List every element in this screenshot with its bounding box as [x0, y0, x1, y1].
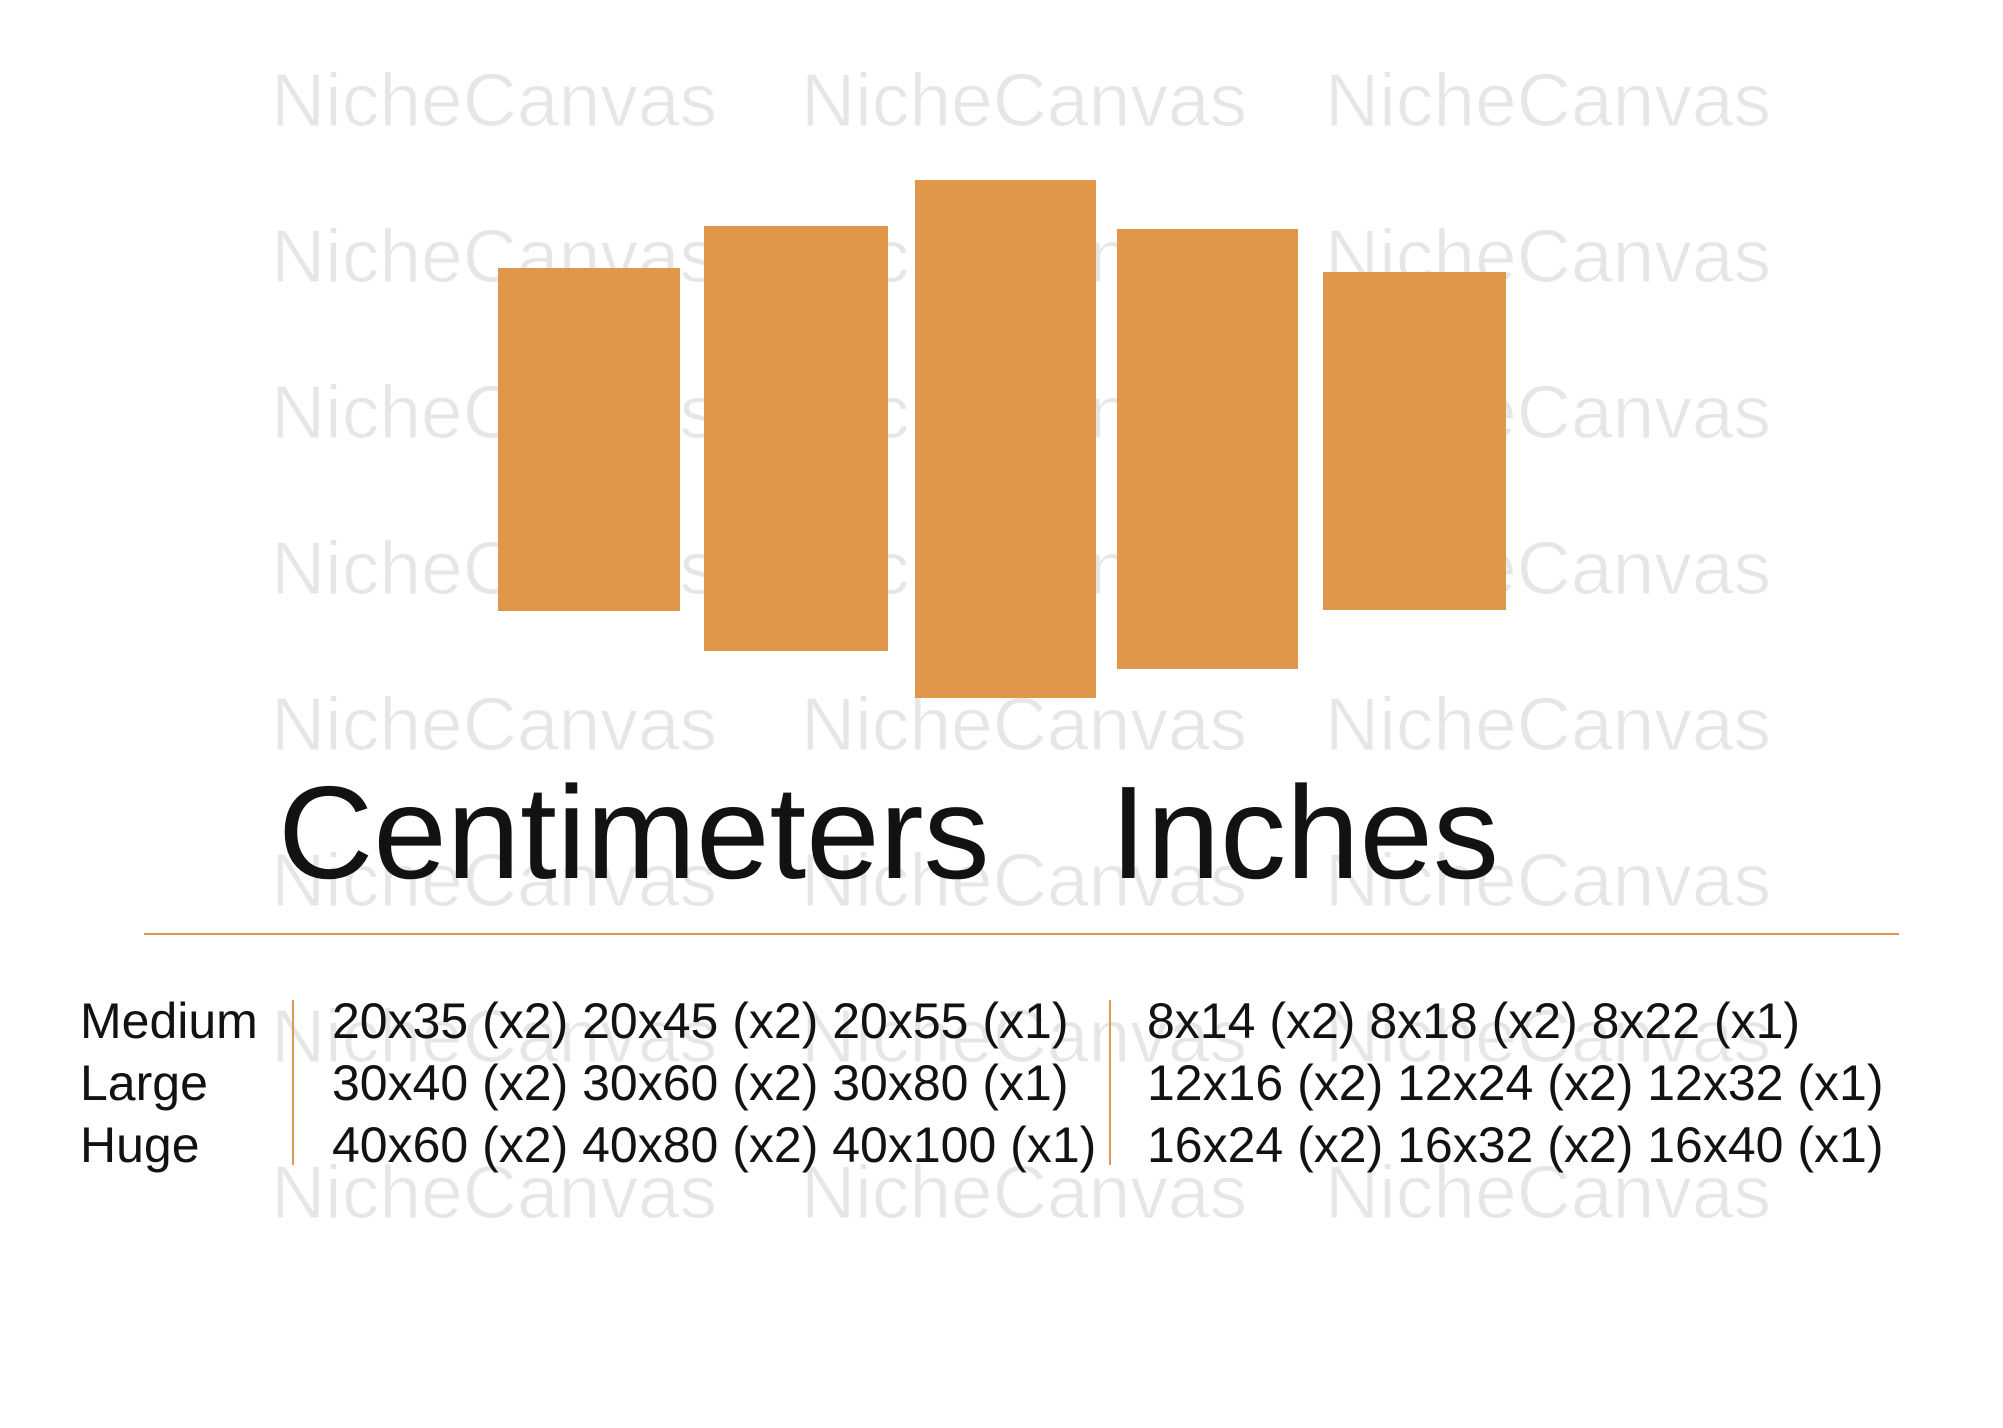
svg-text:NicheCanvas: NicheCanvas: [1325, 58, 1771, 142]
svg-text:NicheCanvas: NicheCanvas: [271, 682, 717, 766]
svg-text:NicheCanvas: NicheCanvas: [271, 58, 717, 142]
svg-text:NicheCanvas: NicheCanvas: [1325, 682, 1771, 766]
svg-text:NicheCanvas: NicheCanvas: [801, 58, 1247, 142]
